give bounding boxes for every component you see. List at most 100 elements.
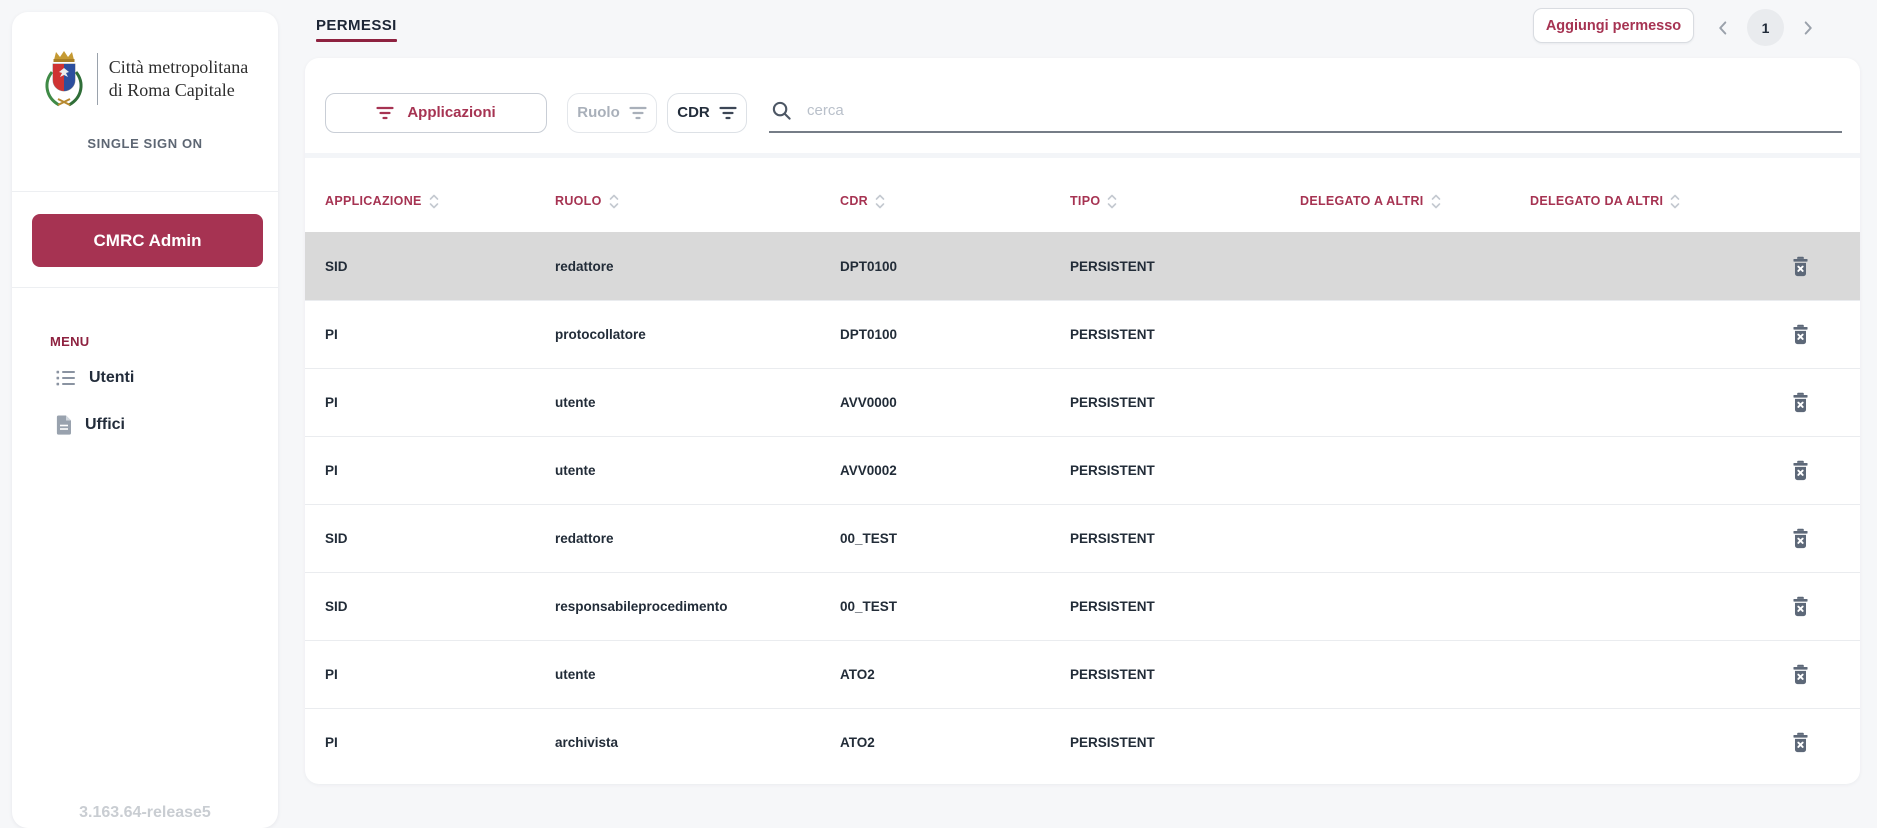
logo-text: Città metropolitana di Roma Capitale — [109, 56, 248, 103]
search-icon — [772, 101, 791, 120]
cell-ruolo: responsabileprocedimento — [555, 599, 728, 614]
trash-icon — [1792, 324, 1808, 345]
cell-cdr: AVV0000 — [840, 395, 897, 410]
sort-icon — [1671, 194, 1680, 208]
delete-permission-button[interactable] — [1787, 592, 1814, 621]
sort-icon — [875, 194, 885, 208]
logo: Città metropolitana di Roma Capitale — [42, 48, 248, 110]
table-row[interactable]: SID redattore DPT0100 PERSISTENT — [305, 232, 1860, 300]
filter-label: Ruolo — [577, 104, 620, 121]
delete-permission-button[interactable] — [1787, 388, 1814, 417]
filter-applicazioni-button[interactable]: Applicazioni — [325, 92, 547, 133]
filter-icon — [376, 106, 394, 119]
divider — [12, 191, 278, 192]
logo-line2: di Roma Capitale — [108, 80, 235, 100]
table-row[interactable]: PI archivista ATO2 PERSISTENT — [305, 708, 1860, 776]
sidebar-item-label: Uffici — [85, 416, 125, 433]
delete-permission-button[interactable] — [1787, 524, 1814, 553]
column-header[interactable]: DELEGATO DA ALTRI — [1530, 193, 1760, 210]
cmrc-admin-button[interactable]: CMRC Admin — [32, 214, 263, 267]
cell-tipo: PERSISTENT — [1070, 531, 1155, 546]
logo-divider — [96, 53, 98, 105]
chevron-right-icon — [1804, 20, 1812, 35]
cell-actions — [1760, 728, 1860, 757]
previous-page-button[interactable] — [1712, 17, 1734, 39]
table-row[interactable]: PI utente AVV0000 PERSISTENT — [305, 368, 1860, 436]
table-row[interactable]: PI utente ATO2 PERSISTENT — [305, 640, 1860, 708]
delete-permission-button[interactable] — [1787, 728, 1814, 757]
filter-icon — [719, 106, 737, 119]
delete-permission-button[interactable] — [1787, 252, 1814, 281]
filter-ruolo-button[interactable]: Ruolo — [567, 92, 657, 133]
current-page-button[interactable]: 1 — [1747, 9, 1784, 46]
cell-tipo: PERSISTENT — [1070, 327, 1155, 342]
trash-icon — [1792, 596, 1808, 617]
search-input[interactable] — [805, 101, 1838, 120]
cell-applicazione: PI — [325, 667, 338, 682]
cell-actions — [1760, 592, 1860, 621]
cell-tipo: PERSISTENT — [1070, 463, 1155, 478]
cell-applicazione: PI — [325, 735, 338, 750]
cell-tipo: PERSISTENT — [1070, 735, 1155, 750]
cell-applicazione: PI — [325, 395, 338, 410]
cell-ruolo: redattore — [555, 531, 614, 546]
column-header[interactable]: APPLICAZIONE — [325, 193, 555, 210]
filter-icon — [629, 106, 647, 119]
search-bar — [769, 93, 1842, 133]
column-header[interactable]: TIPO — [1070, 193, 1300, 210]
filter-cdr-button[interactable]: CDR — [667, 92, 747, 133]
delete-permission-button[interactable] — [1787, 320, 1814, 349]
cell-cdr: DPT0100 — [840, 327, 898, 342]
cell-actions — [1760, 524, 1860, 553]
column-header[interactable]: CDR — [840, 193, 1070, 210]
cell-ruolo: redattore — [555, 259, 614, 274]
cell-cdr: 00_TEST — [840, 599, 898, 614]
column-header-label: CDR — [840, 194, 868, 208]
cell-tipo: PERSISTENT — [1070, 599, 1155, 614]
cell-tipo: PERSISTENT — [1070, 259, 1155, 274]
column-header[interactable]: DELEGATO A ALTRI — [1300, 193, 1530, 210]
table-row[interactable]: SID responsabileprocedimento 00_TEST PER… — [305, 572, 1860, 640]
sidebar-item-label: Utenti — [89, 369, 135, 386]
menu-label: MENU — [50, 334, 90, 349]
chevron-left-icon — [1719, 20, 1727, 35]
column-header-label: RUOLO — [555, 194, 602, 208]
column-header-label: APPLICAZIONE — [325, 194, 422, 208]
delete-permission-button[interactable] — [1787, 456, 1814, 485]
trash-icon — [1792, 256, 1808, 277]
cell-cdr: ATO2 — [840, 667, 875, 682]
column-header-label: TIPO — [1070, 194, 1101, 208]
add-permission-button[interactable]: Aggiungi permesso — [1533, 8, 1694, 43]
cell-ruolo: utente — [555, 395, 596, 410]
document-icon — [56, 415, 71, 435]
next-page-button[interactable] — [1797, 17, 1819, 39]
column-header[interactable]: RUOLO — [555, 193, 840, 210]
sidebar-item-utenti[interactable]: Utenti — [56, 369, 134, 387]
page-title: PERMESSI — [316, 17, 397, 42]
cell-applicazione: PI — [325, 327, 338, 342]
cell-actions — [1760, 320, 1860, 349]
table-body: SID redattore DPT0100 PERSISTENT — [305, 232, 1860, 784]
cell-ruolo: utente — [555, 667, 596, 682]
logo-line1: Città metropolitana — [108, 56, 249, 77]
delete-permission-button[interactable] — [1787, 660, 1814, 689]
filter-label: Applicazioni — [407, 104, 496, 121]
column-header-label: DELEGATO A ALTRI — [1300, 194, 1424, 208]
table-row[interactable]: PI protocollatore DPT0100 PERSISTENT — [305, 300, 1860, 368]
sort-icon — [1431, 194, 1440, 208]
cell-applicazione: SID — [325, 531, 348, 546]
cell-tipo: PERSISTENT — [1070, 395, 1155, 410]
table-header-row: APPLICAZIONE RUOLO CDR TIPO DELEGATO A A… — [305, 158, 1860, 232]
sort-icon — [609, 194, 618, 208]
table-row[interactable]: SID redattore 00_TEST PERSISTENT — [305, 504, 1860, 572]
table-row[interactable]: PI utente AVV0002 PERSISTENT — [305, 436, 1860, 504]
sidebar-item-uffici[interactable]: Uffici — [56, 415, 125, 435]
sort-icon — [429, 194, 438, 208]
cell-applicazione: SID — [325, 599, 348, 614]
trash-icon — [1792, 528, 1808, 549]
trash-icon — [1792, 392, 1808, 413]
sidebar: Città metropolitana di Roma Capitale SIN… — [12, 12, 278, 828]
divider — [12, 287, 278, 288]
cell-cdr: AVV0002 — [840, 463, 897, 478]
cell-cdr: 00_TEST — [840, 531, 898, 546]
